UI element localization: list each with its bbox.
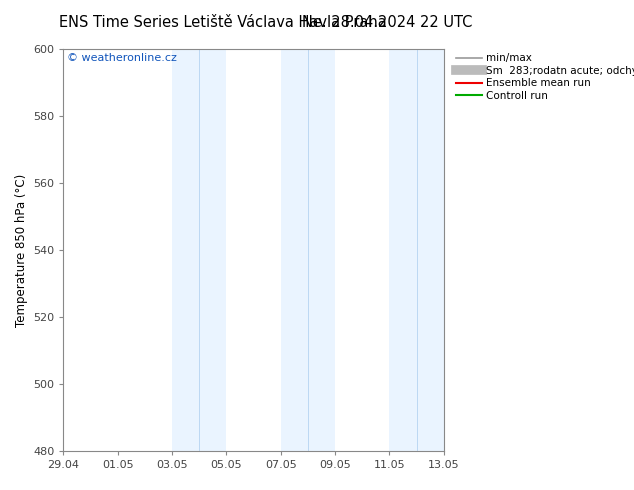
Text: ENS Time Series Letiště Václava Havla Praha: ENS Time Series Letiště Václava Havla Pr… [60,15,387,30]
Legend: min/max, Sm  283;rodatn acute; odchylka, Ensemble mean run, Controll run: min/max, Sm 283;rodatn acute; odchylka, … [451,49,634,105]
Bar [389,49,417,451]
Bar [172,49,199,451]
Y-axis label: Temperature 850 hPa (°C): Temperature 850 hPa (°C) [15,173,27,326]
Bar [199,49,226,451]
Text: © weatheronline.cz: © weatheronline.cz [67,53,177,63]
Text: Ne. 28.04.2024 22 UTC: Ne. 28.04.2024 22 UTC [302,15,472,30]
Bar [417,49,444,451]
Bar [308,49,335,451]
Bar [281,49,308,451]
